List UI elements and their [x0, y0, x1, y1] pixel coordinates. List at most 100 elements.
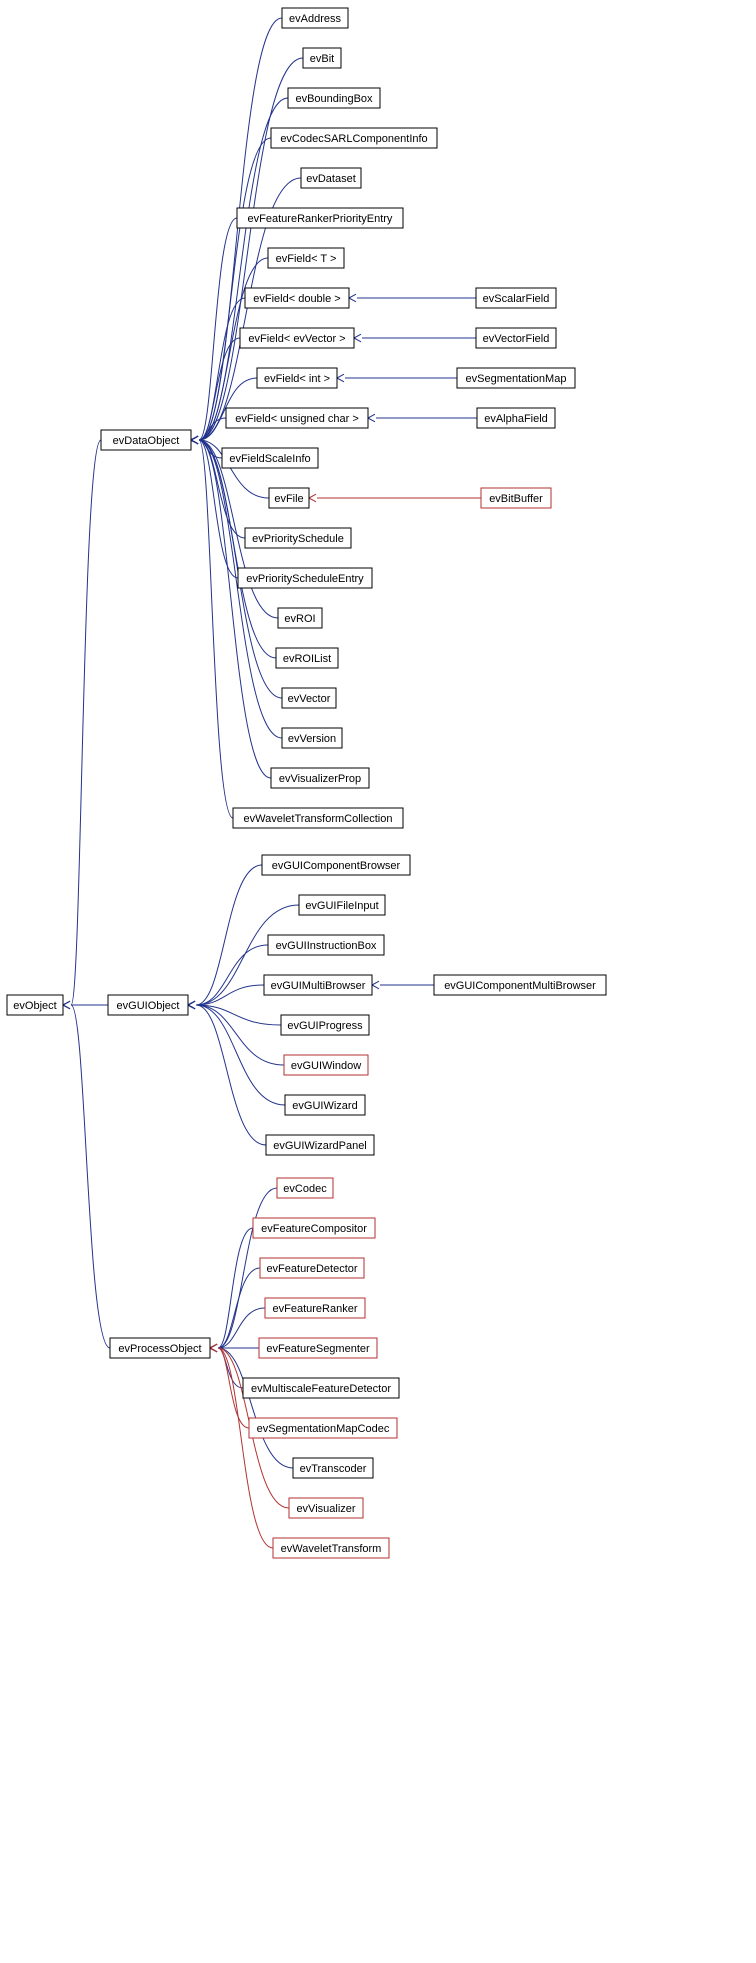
class-node[interactable]: evGUIObject: [108, 995, 188, 1015]
node-label: evFeatureCompositor: [261, 1223, 367, 1235]
class-node[interactable]: evFeatureRankerPriorityEntry: [237, 208, 403, 228]
node-label: evFieldScaleInfo: [229, 453, 310, 465]
arrowhead-icon: [191, 436, 198, 444]
class-node[interactable]: evGUIComponentBrowser: [262, 855, 410, 875]
node-label: evPriorityScheduleEntry: [246, 573, 364, 585]
node-label: evBitBuffer: [489, 493, 543, 505]
class-node[interactable]: evSegmentationMapCodec: [249, 1418, 397, 1438]
arrowhead-icon: [63, 1001, 70, 1009]
class-node[interactable]: evCodecSARLComponentInfo: [271, 128, 437, 148]
arrowhead-icon: [63, 1001, 70, 1009]
class-node[interactable]: evDataObject: [101, 430, 191, 450]
class-node[interactable]: evVersion: [282, 728, 342, 748]
class-node[interactable]: evCodec: [277, 1178, 333, 1198]
node-label: evROI: [284, 613, 315, 625]
class-node[interactable]: evFeatureDetector: [260, 1258, 364, 1278]
arrowhead-icon: [191, 436, 198, 444]
arrowhead-icon: [188, 1001, 195, 1009]
class-node[interactable]: evGUIProgress: [281, 1015, 369, 1035]
arrowhead-icon: [368, 414, 375, 422]
class-node[interactable]: evGUIWizard: [285, 1095, 365, 1115]
arrowhead-icon: [210, 1344, 217, 1352]
node-label: evProcessObject: [118, 1343, 201, 1355]
edge: [218, 1228, 253, 1348]
class-node[interactable]: evBit: [303, 48, 341, 68]
arrowhead-icon: [349, 294, 356, 302]
arrowhead-icon: [191, 436, 198, 444]
arrowhead-icon: [191, 436, 198, 444]
class-node[interactable]: evROI: [278, 608, 322, 628]
node-label: evScalarField: [483, 293, 550, 305]
arrowhead-icon: [191, 436, 198, 444]
class-node[interactable]: evGUIMultiBrowser: [264, 975, 372, 995]
arrowhead-icon: [210, 1344, 217, 1352]
edge: [196, 985, 264, 1005]
arrowhead-icon: [191, 436, 198, 444]
node-label: evGUIMultiBrowser: [271, 980, 366, 992]
class-node[interactable]: evObject: [7, 995, 63, 1015]
arrowhead-icon: [210, 1344, 217, 1352]
node-label: evDataset: [306, 173, 356, 185]
arrowhead-icon: [188, 1001, 195, 1009]
class-node[interactable]: evGUIWizardPanel: [266, 1135, 374, 1155]
node-label: evVector: [288, 693, 331, 705]
class-node[interactable]: evFeatureRanker: [265, 1298, 365, 1318]
class-node[interactable]: evTranscoder: [293, 1458, 373, 1478]
class-node[interactable]: evVectorField: [476, 328, 556, 348]
class-node[interactable]: evBoundingBox: [288, 88, 380, 108]
class-node[interactable]: evGUIFileInput: [299, 895, 385, 915]
arrowhead-icon: [210, 1344, 217, 1352]
arrowhead-icon: [210, 1344, 217, 1352]
node-label: evFeatureRanker: [273, 1303, 358, 1315]
class-node[interactable]: evDataset: [301, 168, 361, 188]
class-node[interactable]: evPriorityScheduleEntry: [238, 568, 372, 588]
class-node[interactable]: evWaveletTransform: [273, 1538, 389, 1558]
class-node[interactable]: evField< unsigned char >: [226, 408, 368, 428]
edge: [196, 865, 262, 1005]
node-label: evField< T >: [276, 253, 337, 265]
class-node[interactable]: evFile: [269, 488, 309, 508]
class-node[interactable]: evGUIInstructionBox: [268, 935, 384, 955]
class-node[interactable]: evField< double >: [245, 288, 349, 308]
class-node[interactable]: evAlphaField: [477, 408, 555, 428]
arrowhead-icon: [191, 436, 198, 444]
class-node[interactable]: evScalarField: [476, 288, 556, 308]
class-node[interactable]: evMultiscaleFeatureDetector: [243, 1378, 399, 1398]
arrowhead-icon: [188, 1001, 195, 1009]
arrowhead-icon: [191, 436, 198, 444]
class-node[interactable]: evFeatureCompositor: [253, 1218, 375, 1238]
class-node[interactable]: evField< T >: [268, 248, 344, 268]
arrowhead-icon: [309, 494, 316, 502]
class-node[interactable]: evROIList: [276, 648, 338, 668]
class-node[interactable]: evProcessObject: [110, 1338, 210, 1358]
class-node[interactable]: evField< int >: [257, 368, 337, 388]
node-label: evPrioritySchedule: [252, 533, 344, 545]
arrowhead-icon: [191, 436, 198, 444]
node-label: evBoundingBox: [295, 93, 373, 105]
edge: [199, 440, 271, 778]
edge: [196, 1005, 266, 1145]
class-node[interactable]: evAddress: [282, 8, 348, 28]
class-node[interactable]: evVisualizer: [289, 1498, 363, 1518]
class-node[interactable]: evGUIWindow: [284, 1055, 368, 1075]
class-node[interactable]: evFeatureSegmenter: [259, 1338, 377, 1358]
class-node[interactable]: evBitBuffer: [481, 488, 551, 508]
arrowhead-icon: [354, 334, 361, 342]
node-label: evFeatureRankerPriorityEntry: [248, 213, 393, 225]
arrowhead-icon: [188, 1001, 195, 1009]
class-node[interactable]: evWaveletTransformCollection: [233, 808, 403, 828]
class-node[interactable]: evFieldScaleInfo: [222, 448, 318, 468]
class-node[interactable]: evVector: [282, 688, 336, 708]
node-label: evAlphaField: [484, 413, 548, 425]
node-label: evObject: [13, 1000, 56, 1012]
arrowhead-icon: [191, 436, 198, 444]
class-node[interactable]: evGUIComponentMultiBrowser: [434, 975, 606, 995]
class-node[interactable]: evPrioritySchedule: [245, 528, 351, 548]
node-label: evGUIWizard: [292, 1100, 357, 1112]
class-node[interactable]: evSegmentationMap: [457, 368, 575, 388]
arrowhead-icon: [188, 1001, 195, 1009]
node-label: evField< int >: [264, 373, 330, 385]
class-node[interactable]: evVisualizerProp: [271, 768, 369, 788]
arrowhead-icon: [210, 1344, 217, 1352]
class-node[interactable]: evField< evVector >: [240, 328, 354, 348]
